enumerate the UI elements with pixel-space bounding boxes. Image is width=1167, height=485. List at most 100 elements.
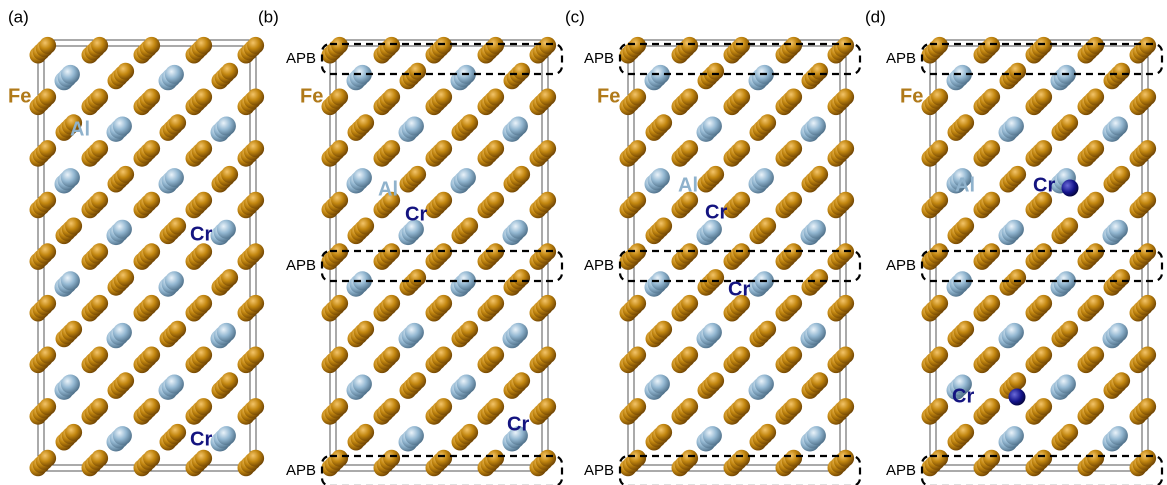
fe-atom: [1113, 166, 1130, 183]
element-label: Fe: [597, 85, 620, 107]
fe-atom: [811, 372, 828, 389]
fe-atom: [435, 398, 452, 415]
fe-atom: [247, 37, 264, 54]
fe-atom: [195, 140, 212, 157]
fe-atom: [785, 295, 802, 312]
fe-atom: [655, 321, 672, 338]
fe-atom: [357, 114, 374, 131]
apb-label: APB: [584, 257, 614, 274]
fe-atom: [707, 372, 724, 389]
fe-atom: [785, 192, 802, 209]
fe-atom: [539, 140, 556, 157]
fe-atom: [539, 37, 556, 54]
al-atom: [1109, 426, 1128, 445]
fe-atom: [759, 424, 776, 441]
fe-atom: [759, 218, 776, 235]
fe-atom: [957, 114, 974, 131]
fe-atom: [785, 37, 802, 54]
fe-atom: [487, 295, 504, 312]
fe-atom: [1139, 295, 1156, 312]
fe-atom: [65, 218, 82, 235]
apb-label: APB: [886, 50, 916, 67]
fe-atom: [1139, 37, 1156, 54]
panel-label: (c): [565, 7, 585, 26]
fe-atom: [707, 269, 724, 286]
fe-atom: [785, 89, 802, 106]
fe-atom: [837, 398, 854, 415]
fe-atom: [1035, 140, 1052, 157]
al-atom: [61, 271, 80, 290]
fe-atom: [117, 269, 134, 286]
apb-label: APB: [584, 462, 614, 479]
fe-atom: [759, 321, 776, 338]
fe-atom: [1139, 140, 1156, 157]
element-label: Al: [678, 174, 698, 196]
fe-atom: [487, 37, 504, 54]
fe-atom: [39, 192, 56, 209]
fe-atom: [931, 192, 948, 209]
fe-atom: [143, 450, 160, 467]
fe-atom: [331, 398, 348, 415]
al-atom: [703, 426, 722, 445]
fe-atom: [143, 192, 160, 209]
fe-atom: [629, 450, 646, 467]
fe-atom: [143, 347, 160, 364]
fe-atom: [539, 89, 556, 106]
al-atom: [509, 220, 528, 239]
fe-atom: [143, 140, 160, 157]
fe-atom: [681, 89, 698, 106]
element-label: Cr: [1033, 174, 1055, 196]
fe-atom: [983, 192, 1000, 209]
fe-atom: [629, 37, 646, 54]
fe-atom: [383, 347, 400, 364]
fe-atom: [221, 166, 238, 183]
fe-atom: [383, 140, 400, 157]
fe-atom: [629, 192, 646, 209]
fe-atom: [247, 243, 264, 260]
fe-atom: [39, 450, 56, 467]
fe-atom: [91, 192, 108, 209]
fe-atom: [931, 140, 948, 157]
fe-atom: [983, 398, 1000, 415]
panel-label: (b): [258, 7, 279, 26]
al-atom: [405, 426, 424, 445]
fe-atom: [983, 450, 1000, 467]
fe-atom: [143, 243, 160, 260]
fe-atom: [681, 37, 698, 54]
fe-atom: [1087, 450, 1104, 467]
al-atom: [353, 168, 372, 187]
fe-atom: [1035, 37, 1052, 54]
al-atom: [807, 117, 826, 136]
fe-atom: [91, 398, 108, 415]
fe-atom: [681, 140, 698, 157]
apb-label: APB: [886, 257, 916, 274]
fe-atom: [461, 218, 478, 235]
fe-atom: [487, 140, 504, 157]
apb-label: APB: [886, 462, 916, 479]
al-atom: [113, 117, 132, 136]
fe-atom: [487, 89, 504, 106]
fe-atom: [1087, 192, 1104, 209]
fe-atom: [169, 321, 186, 338]
al-atom: [165, 271, 184, 290]
fe-atom: [143, 398, 160, 415]
fe-atom: [169, 424, 186, 441]
fe-atom: [1009, 269, 1026, 286]
fe-atom: [957, 321, 974, 338]
al-atom: [405, 323, 424, 342]
element-label: Cr: [728, 278, 750, 300]
al-atom: [1005, 117, 1024, 136]
fe-atom: [629, 347, 646, 364]
fe-atom: [195, 89, 212, 106]
al-atom: [1005, 220, 1024, 239]
fe-atom: [195, 450, 212, 467]
al-atom: [807, 323, 826, 342]
fe-atom: [1139, 347, 1156, 364]
fe-atom: [117, 166, 134, 183]
fe-atom: [983, 295, 1000, 312]
fe-atom: [39, 398, 56, 415]
fe-atom: [91, 89, 108, 106]
element-label: Al: [70, 118, 90, 140]
fe-atom: [1087, 398, 1104, 415]
fe-atom: [1061, 114, 1078, 131]
